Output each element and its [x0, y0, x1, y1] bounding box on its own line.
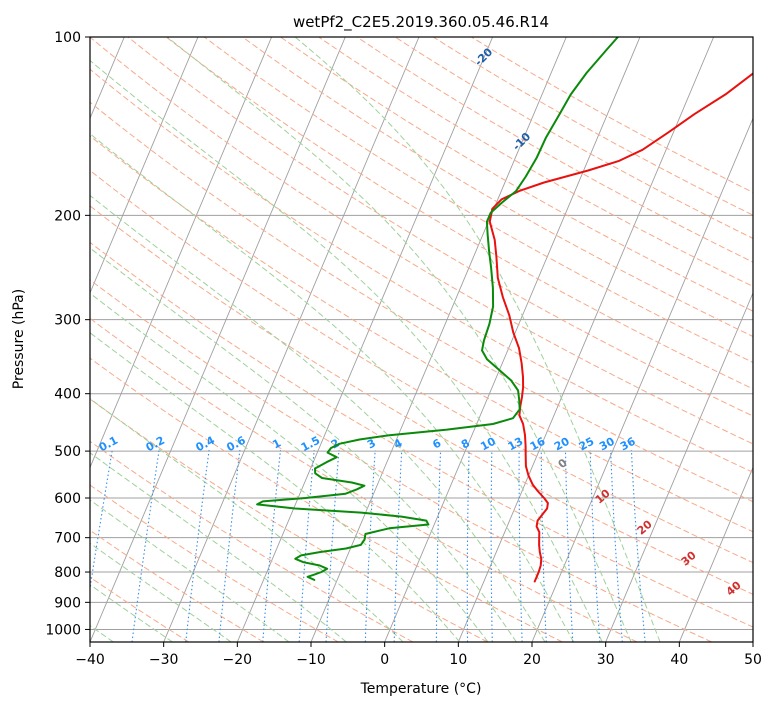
plot-background — [90, 37, 753, 642]
y-tick-label: 100 — [54, 30, 81, 46]
mixing-ratio-label: 20 — [552, 435, 572, 454]
mixing-ratio-line — [185, 450, 210, 642]
mixing-ratio-label: 36 — [618, 435, 638, 454]
moist-adiabat-line — [90, 247, 517, 642]
mixing-ratio-line — [630, 450, 646, 642]
mixing-ratio-line — [490, 450, 493, 642]
y-axis-label: Pressure (hPa) — [11, 289, 27, 389]
y-tick-label: 200 — [54, 208, 81, 224]
moist-adiabat-line — [90, 542, 232, 642]
plot-frame — [89, 36, 754, 643]
dry-adiabat-line — [90, 241, 753, 628]
x-tick-label: 40 — [670, 652, 688, 668]
isotherm-line — [90, 37, 273, 469]
isotherm-line — [90, 37, 199, 295]
moist-adiabat-line — [90, 133, 575, 642]
dry-adiabat-line — [203, 37, 753, 363]
mixing-ratio-label: 13 — [506, 435, 526, 454]
isotherm-line — [457, 37, 715, 642]
moist-adiabat-line — [90, 452, 347, 642]
axes: −40 −30 −20 −10 0 10 20 30 40 50 100 200 300 400 500 60… — [45, 30, 762, 668]
moist-adiabat-line — [166, 37, 632, 642]
dry-adiabat-line — [90, 101, 753, 503]
x-tick-label: −10 — [296, 652, 326, 668]
mixing-ratio-line — [610, 450, 623, 642]
dry-adiabat-line — [90, 357, 563, 642]
mixing-ratio-line — [589, 450, 601, 642]
isotherm-line — [605, 291, 753, 642]
dry-adiabat-line — [90, 529, 264, 642]
mixing-ratio-line — [325, 450, 340, 642]
mixing-ratio-line — [518, 450, 523, 642]
dry-adiabat-line — [317, 37, 753, 287]
y-tick-label: 1000 — [45, 622, 81, 638]
y-tick-label: 400 — [54, 387, 81, 403]
x-tick-label: −20 — [223, 652, 253, 668]
mixing-ratio-label: 10 — [478, 435, 498, 454]
mixing-ratio-line — [262, 450, 282, 642]
isotherm-line — [531, 117, 753, 642]
mixing-ratio-line — [393, 450, 403, 642]
y-tick-label: 500 — [54, 444, 81, 460]
x-tick-label: 10 — [449, 652, 467, 668]
mixing-ratio-line — [218, 450, 241, 642]
dewpoint-profile — [256, 37, 619, 581]
mixing-ratio-label: 30 — [597, 435, 617, 454]
mixing-ratio-label: 25 — [577, 435, 597, 454]
x-tick-label: −40 — [75, 652, 105, 668]
isotherm-line — [163, 37, 420, 642]
mixing-ratio-line — [466, 450, 470, 642]
x-tick-label: 0 — [380, 652, 389, 668]
isotherm-line — [678, 466, 753, 642]
dry-adiabat-line — [90, 279, 712, 642]
mixing-ratio-line — [564, 450, 574, 642]
moist-adiabat-line — [90, 398, 404, 642]
mixing-ratio-label: 16 — [528, 435, 548, 454]
mixing-ratio-line — [540, 450, 547, 642]
moist-adiabat-line — [90, 584, 173, 642]
dry-adiabat-line — [279, 37, 753, 312]
dry-adiabat-line — [90, 205, 753, 595]
x-tick-label: 20 — [523, 652, 541, 668]
x-tick-label: 30 — [597, 652, 615, 668]
plot-area: 0.10.20.40.611.52346810131620253036-100-… — [90, 37, 753, 642]
mixing-ratio-line — [364, 450, 376, 642]
chart-title: wetPf2_C2E5.2019.360.05.46.R14 — [293, 13, 549, 32]
y-tick-label: 800 — [54, 565, 81, 581]
y-tick-label: 600 — [54, 491, 81, 507]
isotherm-line — [384, 37, 641, 642]
isotherm-line — [236, 37, 494, 642]
y-tick-label: 300 — [54, 313, 81, 329]
moist-adiabat-line — [90, 499, 290, 642]
moist-adiabat-line — [90, 194, 546, 642]
moist-adiabat-line — [90, 292, 489, 642]
mixing-ratio-line — [435, 450, 442, 642]
y-tick-label: 900 — [54, 595, 81, 611]
dry-adiabat-line — [90, 398, 488, 642]
dry-adiabat-line — [127, 37, 753, 417]
x-axis-label: Temperature (°C) — [360, 681, 482, 697]
dry-adiabat-line — [90, 68, 753, 473]
dry-adiabat-line — [90, 135, 753, 533]
dry-adiabat-line — [90, 484, 339, 642]
isotherm-line — [90, 37, 346, 642]
moist-adiabat-line — [294, 37, 661, 642]
x-tick-label: 50 — [744, 652, 762, 668]
y-tick-label: 700 — [54, 531, 81, 547]
moist-adiabat-line — [90, 332, 461, 642]
temperature-profile — [488, 72, 753, 583]
mixing-ratio-line — [298, 450, 315, 642]
x-tick-label: −30 — [149, 652, 179, 668]
